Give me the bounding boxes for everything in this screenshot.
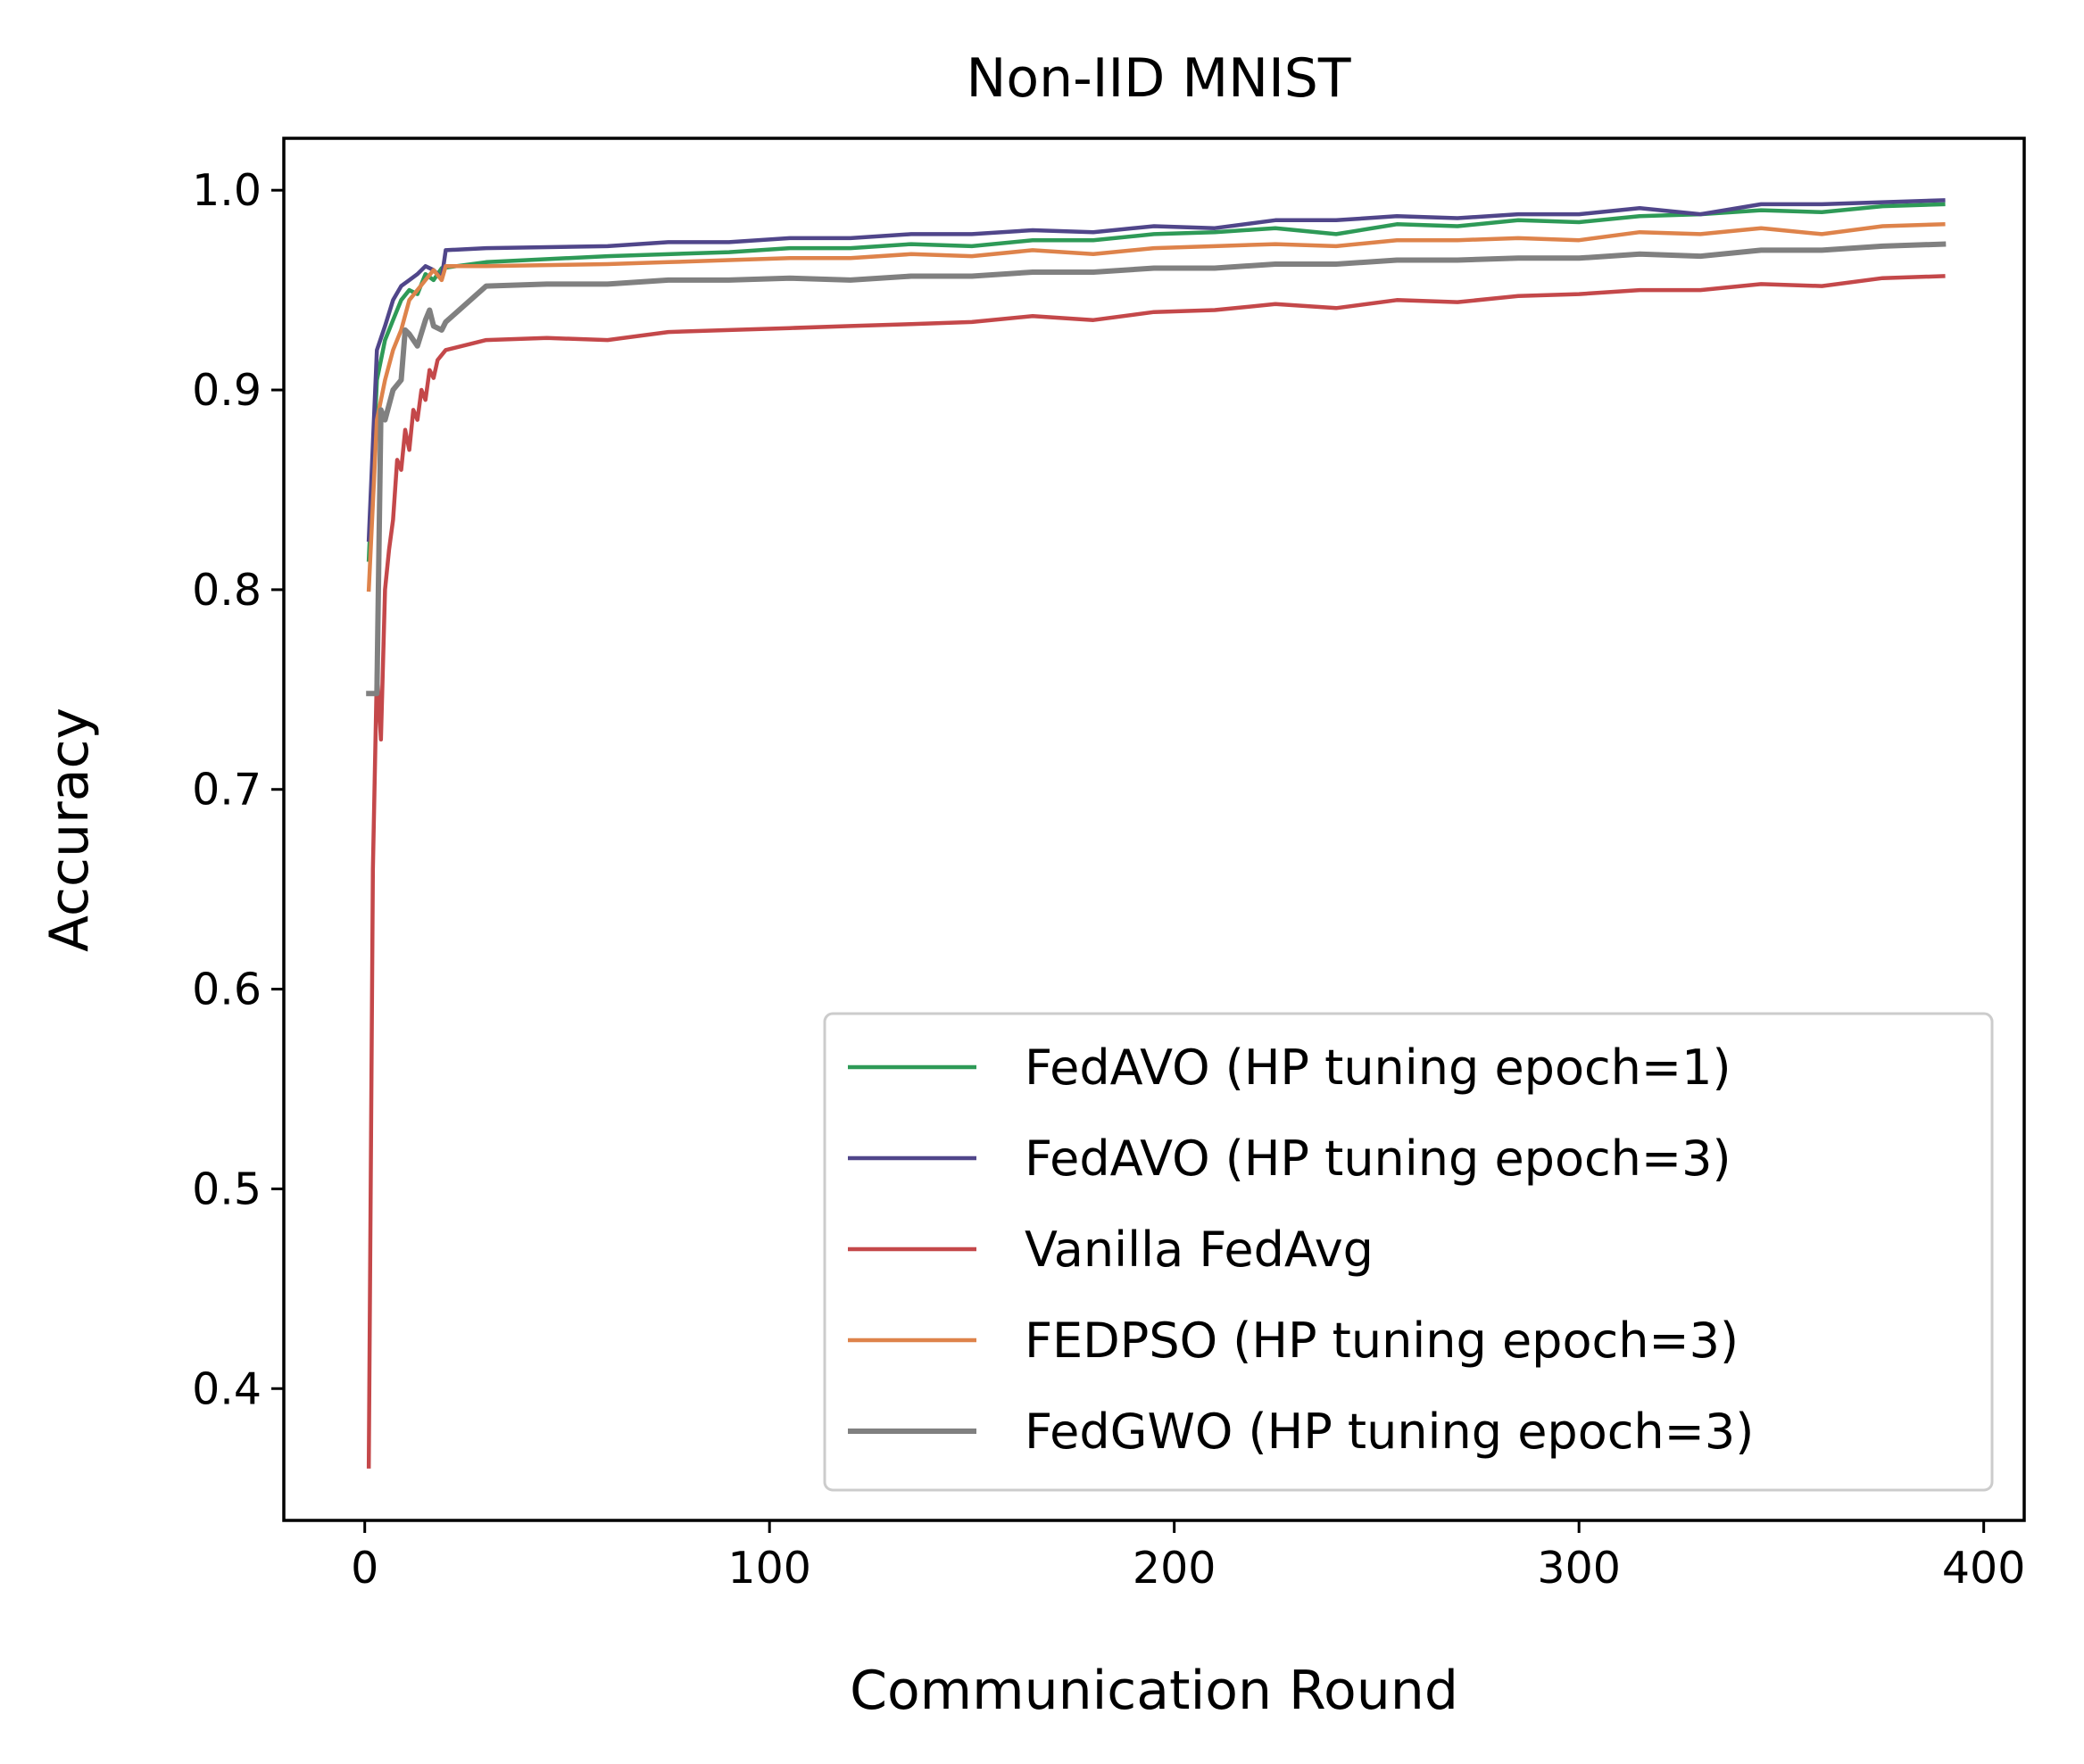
x-tick-label: 200 <box>1133 1543 1216 1594</box>
y-tick-label: 0.6 <box>192 965 262 1015</box>
y-tick-label: 0.5 <box>192 1164 262 1214</box>
series-line-1 <box>366 202 1946 562</box>
y-tick-label: 0.7 <box>192 765 262 816</box>
plot-frame <box>282 137 2026 1522</box>
x-tick-label: 0 <box>351 1543 378 1594</box>
y-axis-label: Accuracy <box>38 708 101 952</box>
series-line-5 <box>366 241 1947 697</box>
series-line-2 <box>366 198 1946 542</box>
legend-label-4: FEDPSO (HP tuning epoch=3) <box>1025 1313 1739 1369</box>
legend: FedAVO (HP tuning epoch=1) FedAVO (HP tun… <box>823 1012 1994 1492</box>
y-tick-label: 0.9 <box>192 365 262 416</box>
legend-label-3: Vanilla FedAvg <box>1025 1222 1374 1278</box>
series-line-3 <box>366 274 1946 1469</box>
chart-title: Non-IID MNIST <box>966 47 1350 110</box>
x-tick-label: 400 <box>1942 1543 2026 1594</box>
y-tick-label: 0.4 <box>192 1363 262 1414</box>
x-axis-ticks: 0 100 200 300 400 <box>351 1520 2025 1594</box>
series-layer <box>366 198 1947 1469</box>
x-tick-label: 100 <box>727 1543 811 1594</box>
y-axis-ticks: 0.4 0.5 0.6 0.7 0.8 0.9 1.0 <box>192 165 284 1414</box>
legend-label-5: FedGWO (HP tuning epoch=3) <box>1025 1404 1754 1460</box>
series-line-4 <box>366 221 1946 592</box>
y-tick-label: 0.8 <box>192 565 262 616</box>
x-axis-label: Communication Round <box>850 1660 1458 1722</box>
x-tick-label: 300 <box>1537 1543 1621 1594</box>
y-tick-label: 1.0 <box>192 165 262 216</box>
legend-box <box>823 1012 1994 1492</box>
legend-label-2: FedAVO (HP tuning epoch=3) <box>1025 1130 1731 1187</box>
legend-label-1: FedAVO (HP tuning epoch=1) <box>1025 1039 1731 1096</box>
